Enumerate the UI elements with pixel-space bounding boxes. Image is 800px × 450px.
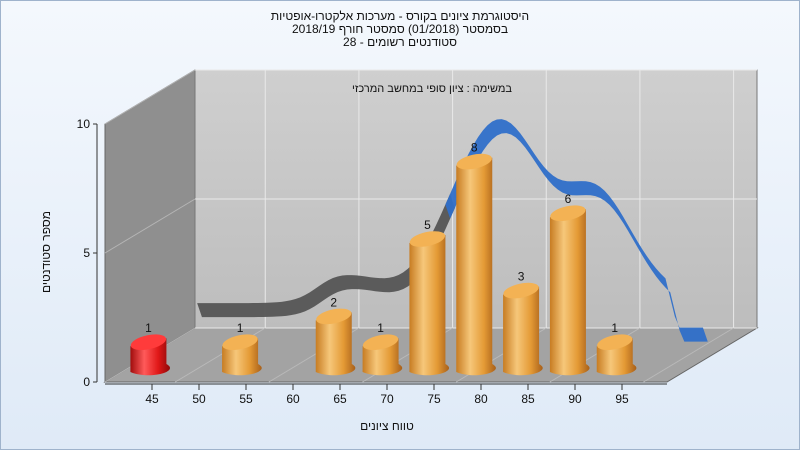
title-line-1: היסטוגרמת ציונים בקורס - מערכות אלקטרו-א… (270, 9, 530, 23)
x-tick-label-90: 90 (568, 392, 582, 406)
bar-value-label-85: 3 (518, 270, 525, 284)
y-ticks: 0 5 10 (77, 117, 97, 389)
bar-body-90 (549, 209, 590, 376)
bar-cap-95 (597, 334, 633, 351)
bar-80: 8 (456, 141, 496, 376)
x-tick-label-45: 45 (145, 392, 159, 406)
bar-value-label-80: 8 (471, 141, 478, 155)
bar-95: 1 (596, 321, 637, 376)
x-tick-label-60: 60 (286, 392, 300, 406)
wall-grid-y-10 (104, 69, 196, 125)
bar-cap-85 (503, 282, 539, 299)
bar-cap-75 (409, 231, 446, 247)
bar-value-label-95: 1 (611, 321, 618, 335)
x-tick-label-65: 65 (333, 392, 347, 406)
bar-body-75 (409, 235, 450, 376)
y-tick-label-10: 10 (77, 117, 91, 131)
bar-value-label-90: 6 (565, 192, 572, 206)
x-tick-label-95: 95 (615, 392, 629, 406)
bar-body-65 (315, 312, 356, 376)
bar-90: 6 (549, 192, 590, 376)
bar-value-label-75: 5 (424, 218, 431, 232)
bar-85: 3 (503, 270, 543, 376)
bar-cap-80 (456, 153, 492, 170)
y-tick-label-5: 5 (83, 246, 90, 260)
bar-body-80 (456, 157, 496, 376)
bars-group: 1 1 2 1 5 8 3 6 1 (130, 141, 637, 376)
title-line-3: סטודנטים רשומים - 28 (343, 35, 457, 49)
bar-70: 1 (362, 321, 403, 376)
x-tick-label-80: 80 (474, 392, 488, 406)
bar-cap-55 (222, 334, 258, 351)
bar-value-label-70: 1 (377, 321, 384, 335)
x-tick-label-70: 70 (380, 392, 394, 406)
y-axis-label: מספר סטודנטים (39, 211, 53, 293)
x-tick-label-50: 50 (192, 392, 206, 406)
bar-value-label-45: 1 (145, 321, 152, 335)
x-tick-label-75: 75 (427, 392, 441, 406)
curve-ribbon-gray (197, 193, 455, 318)
chart-title: היסטוגרמת ציונים בקורס - מערכות אלקטרו-א… (0, 10, 800, 49)
x-axis-label: טווח ציונים (360, 419, 414, 433)
wall-grid-y-5 (104, 198, 196, 254)
curve-group (197, 119, 708, 342)
floor-grid-x-100 (643, 327, 734, 383)
x-tick-label-55: 55 (239, 392, 253, 406)
bar-cap-70 (362, 334, 399, 351)
chart-subtitle: במשימה : ציון סופי במחשב המרכזי (352, 83, 512, 95)
bar-cap-45 (130, 334, 167, 351)
bar-75: 5 (409, 218, 450, 376)
bar-body-85 (503, 286, 543, 376)
bar-cap-90 (550, 205, 586, 222)
bar-55: 1 (222, 321, 262, 376)
bar-65: 2 (315, 295, 356, 376)
y-tick-label-0: 0 (83, 375, 90, 389)
x-tick-label-85: 85 (521, 392, 535, 406)
title-line-2: בסמסטר (01/2018) סמסטר חורף 2018/19 (291, 22, 509, 36)
bar-value-label-65: 2 (330, 295, 337, 309)
bar-value-label-55: 1 (237, 321, 244, 335)
bar-cap-65 (316, 308, 352, 325)
x-ticks: 45 50 55 60 65 70 75 80 85 90 95 (145, 384, 629, 406)
bar-45: 1 (130, 321, 171, 376)
